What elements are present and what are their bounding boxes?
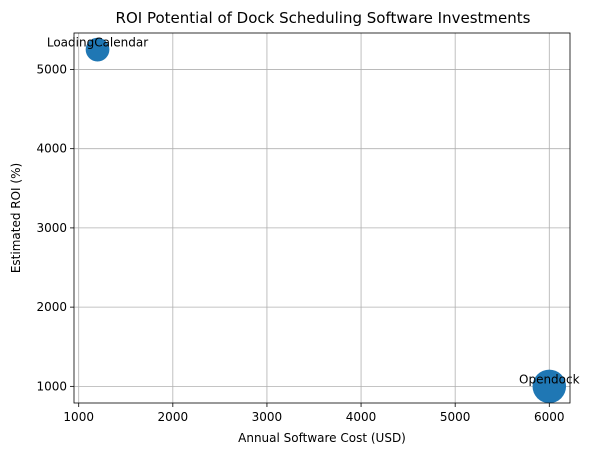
data-point — [85, 37, 110, 62]
point-label: LoadingCalendar — [47, 36, 148, 50]
y-tick-label: 1000 — [36, 379, 67, 393]
y-tick-label: 5000 — [36, 62, 67, 76]
x-tick-label: 5000 — [440, 410, 471, 424]
data-points — [85, 37, 567, 404]
data-point — [532, 369, 567, 404]
chart-title: ROI Potential of Dock Scheduling Softwar… — [116, 9, 531, 27]
axis-ticks: 1000 2000 3000 4000 5000 6000 1000 2000 3000 4000… — [36, 62, 564, 424]
point-label: Opendock — [519, 372, 580, 386]
x-tick-label: 6000 — [534, 410, 565, 424]
y-tick-label: 2000 — [36, 300, 67, 314]
grid — [74, 33, 570, 403]
y-axis-label: Estimated ROI (%) — [9, 163, 23, 273]
x-axis-label: Annual Software Cost (USD) — [238, 431, 406, 445]
y-tick-label: 3000 — [36, 221, 67, 235]
x-tick-label: 3000 — [252, 410, 283, 424]
x-tick-label: 1000 — [63, 410, 94, 424]
point-labels: LoadingCalendar Opendock — [47, 36, 580, 387]
x-tick-label: 2000 — [158, 410, 189, 424]
y-tick-label: 4000 — [36, 142, 67, 156]
x-tick-label: 4000 — [346, 410, 377, 424]
axes-frame — [73, 32, 571, 404]
